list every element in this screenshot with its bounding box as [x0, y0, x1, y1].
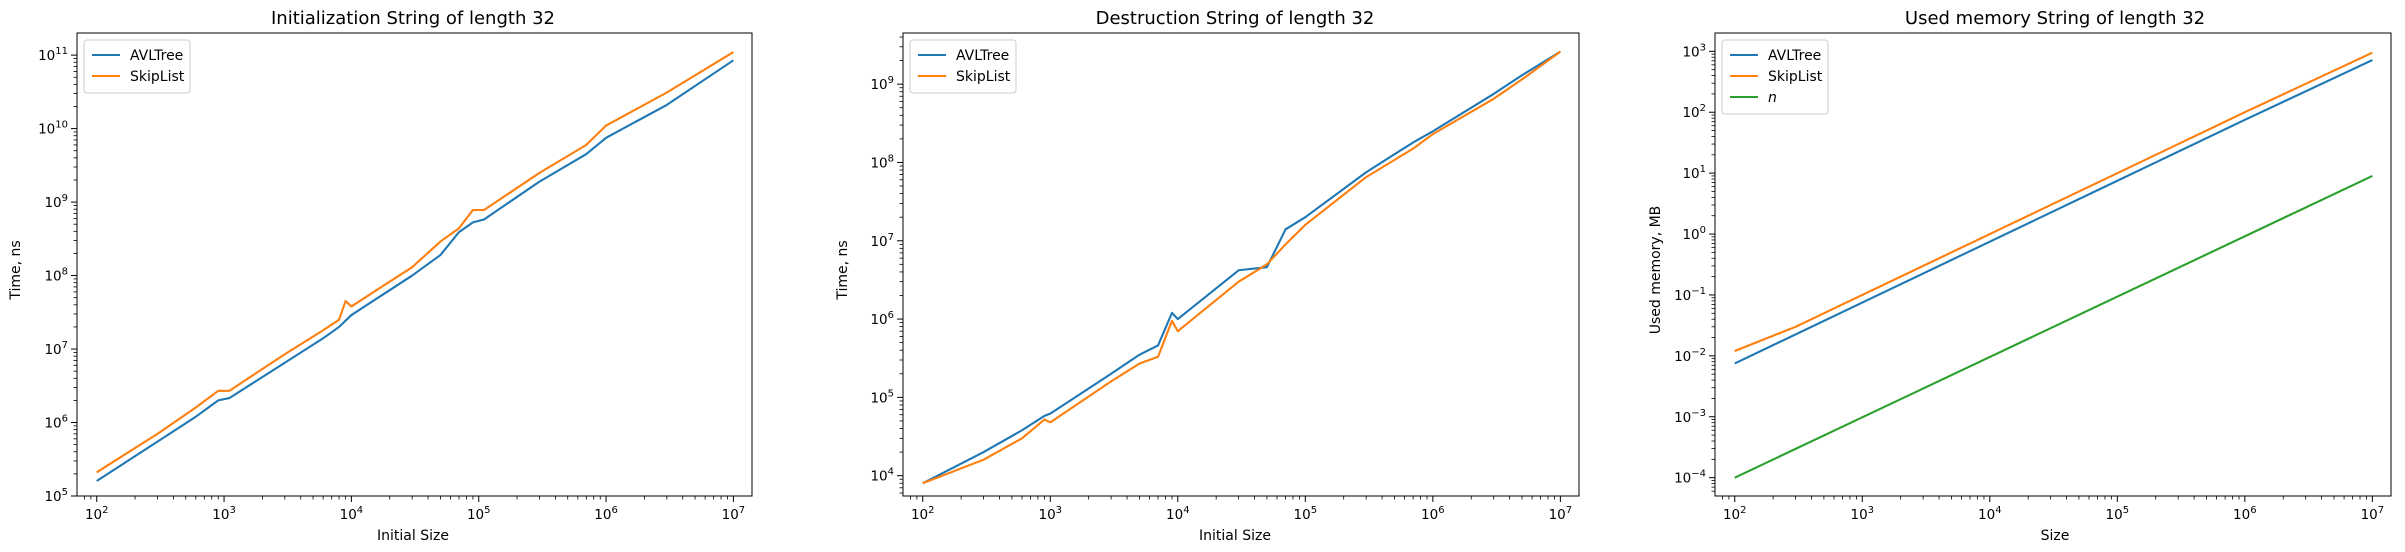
plot-area: 102 103 104 105 106 107 104 105 106 107 108 109 AVLT…	[870, 32, 1580, 523]
x-tick-label: 103	[1850, 505, 1874, 523]
legend: AVLTree SkipList	[83, 39, 191, 94]
series-line-SkipList	[96, 51, 734, 474]
x-tick-label: 106	[1421, 505, 1445, 523]
chart-title: Initialization String of length 32	[271, 8, 555, 29]
x-tick-label: 103	[1038, 505, 1062, 523]
legend-box	[1721, 39, 1829, 115]
legend: AVLTree SkipList n	[1721, 39, 1829, 115]
y-tick-label: 108	[44, 267, 68, 285]
chart-title: Used memory String of length 32	[1905, 8, 2205, 29]
y-axis-label: Used memory, MB	[1648, 206, 1664, 335]
legend-box	[909, 39, 1017, 94]
chart-destruction: Destruction String of length 32 Initial …	[835, 8, 1580, 544]
legend-label-AVLTree: AVLTree	[956, 48, 1009, 64]
y-tick-label: 106	[870, 310, 894, 328]
series-line-AVLTree	[1734, 59, 2373, 365]
series-line-SkipList	[922, 50, 1561, 485]
legend-label-n: n	[1768, 90, 1777, 106]
x-tick-label: 102	[85, 505, 109, 523]
y-tick-label: 104	[870, 467, 894, 485]
x-tick-label: 104	[1978, 505, 2002, 523]
series-group	[1734, 51, 2373, 479]
y-axis-label: Time, ns	[835, 240, 851, 300]
y-tick-label: 101	[1682, 164, 1706, 182]
x-tick-label: 105	[1294, 505, 1318, 523]
x-tick-label: 106	[594, 505, 618, 523]
legend-label-SkipList: SkipList	[1768, 69, 1823, 85]
x-tick-label: 107	[722, 505, 746, 523]
y-tick-label: 10−1	[1674, 286, 1706, 304]
series-group	[96, 51, 734, 482]
y-tick-label: 10−4	[1674, 469, 1706, 487]
x-axis-label: Initial Size	[377, 528, 449, 544]
y-tick-label: 107	[44, 340, 68, 358]
legend-label-SkipList: SkipList	[130, 69, 185, 85]
y-tick-label: 10−3	[1674, 408, 1706, 426]
x-tick-label: 105	[467, 505, 491, 523]
x-tick-label: 107	[1549, 505, 1573, 523]
series-line-AVLTree	[96, 59, 734, 482]
series-line-n	[1734, 174, 2373, 479]
y-tick-label: 105	[44, 487, 68, 505]
x-tick-label: 104	[1166, 505, 1190, 523]
x-tick-label: 102	[1723, 505, 1747, 523]
y-tick-label: 107	[870, 232, 894, 250]
axes-frame	[76, 32, 753, 497]
y-axis-label: Time, ns	[8, 240, 24, 300]
y-tick-label: 100	[1682, 225, 1706, 243]
x-tick-label: 102	[911, 505, 935, 523]
y-tick-label: 103	[1682, 42, 1706, 60]
legend-label-SkipList: SkipList	[956, 69, 1011, 85]
series-line-AVLTree	[922, 50, 1561, 485]
legend: AVLTree SkipList	[909, 39, 1017, 94]
y-tick-label: 108	[870, 153, 894, 171]
plot-area: 102 103 104 105 106 107 10−4 10−3 10−2 10−1 100 101…	[1674, 32, 2392, 523]
y-tick-label: 10−2	[1674, 347, 1706, 365]
legend-label-AVLTree: AVLTree	[130, 48, 183, 64]
plot-area: 102 103 104 105 106 107 105 106 107 108 109 1010 101…	[38, 32, 753, 523]
y-tick-label: 106	[44, 414, 68, 432]
x-axis-label: Initial Size	[1199, 528, 1271, 544]
chart-initialization: Initialization String of length 32 Initi…	[8, 8, 753, 544]
y-tick-label: 1011	[38, 46, 68, 64]
y-tick-label: 109	[870, 75, 894, 93]
y-tick-label: 109	[44, 193, 68, 211]
axes-frame	[1714, 32, 2392, 497]
x-tick-label: 107	[2361, 505, 2385, 523]
x-tick-label: 106	[2233, 505, 2257, 523]
y-tick-label: 1010	[38, 120, 68, 138]
legend-box	[83, 39, 191, 94]
chart-title: Destruction String of length 32	[1096, 8, 1375, 29]
x-tick-label: 103	[212, 505, 236, 523]
legend-label-AVLTree: AVLTree	[1768, 48, 1821, 64]
chart-used-memory: Used memory String of length 32 Size Use…	[1648, 8, 2392, 544]
series-line-SkipList	[1734, 51, 2373, 353]
series-group	[922, 50, 1561, 485]
y-tick-label: 105	[870, 388, 894, 406]
x-axis-label: Size	[2041, 528, 2070, 544]
x-tick-label: 104	[340, 505, 364, 523]
x-tick-label: 105	[2106, 505, 2130, 523]
y-tick-label: 102	[1682, 103, 1706, 121]
